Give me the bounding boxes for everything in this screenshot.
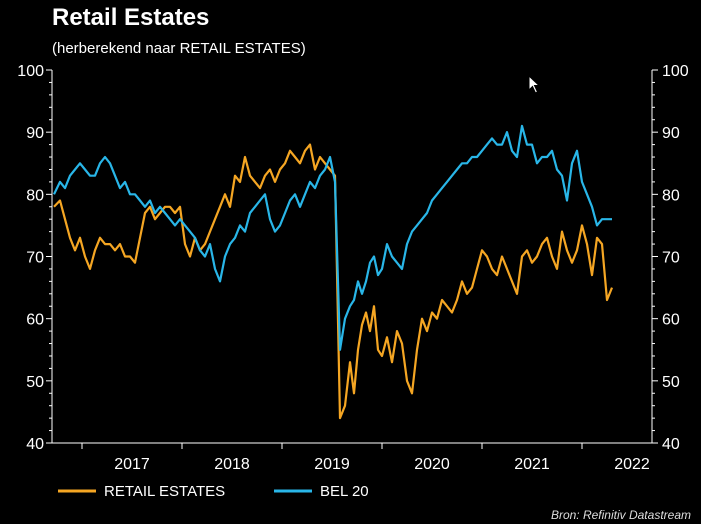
legend-label: RETAIL ESTATES (104, 483, 225, 500)
y-tick-label-left: 90 (26, 125, 44, 142)
y-tick-label-left: 60 (26, 312, 44, 329)
source-note: Bron: Refinitiv Datastream (550, 508, 691, 522)
y-tick-label-right: 60 (662, 312, 680, 329)
y-tick-label-right: 40 (662, 436, 680, 453)
y-tick-label-right: 50 (662, 374, 680, 391)
y-tick-label-right: 80 (662, 187, 680, 204)
series-line-bel-20 (53, 124, 612, 351)
x-tick-label: 2019 (314, 456, 350, 473)
x-tick-label: 2018 (214, 456, 250, 473)
series-lines (53, 124, 614, 420)
y-tick-label-right: 90 (662, 125, 680, 142)
y-tick-label-left: 70 (26, 250, 44, 267)
legend: RETAIL ESTATES BEL 20 (58, 483, 369, 500)
y-tick-label-left: 50 (26, 374, 44, 391)
axes: 40 40 50 50 60 60 70 70 80 80 90 90 100 100 2017 2018 20… (17, 63, 689, 473)
x-tick-label: 2020 (414, 456, 450, 473)
x-tick-label: 2017 (114, 456, 150, 473)
mouse-pointer-icon (528, 75, 541, 94)
x-tick-label: 2021 (514, 456, 550, 473)
y-tick-label-left: 100 (17, 63, 44, 80)
chart-subtitle: (herberekend naar RETAIL ESTATES) (52, 40, 306, 57)
y-tick-label-left: 80 (26, 187, 44, 204)
legend-label: BEL 20 (320, 483, 369, 500)
x-tick-label: 2022 (614, 456, 650, 473)
y-tick-label-right: 70 (662, 250, 680, 267)
y-tick-label-left: 40 (26, 436, 44, 453)
y-tick-label-right: 100 (662, 63, 689, 80)
chart-title: Retail Estates (52, 4, 210, 31)
series-line-retail-estates (53, 143, 614, 420)
